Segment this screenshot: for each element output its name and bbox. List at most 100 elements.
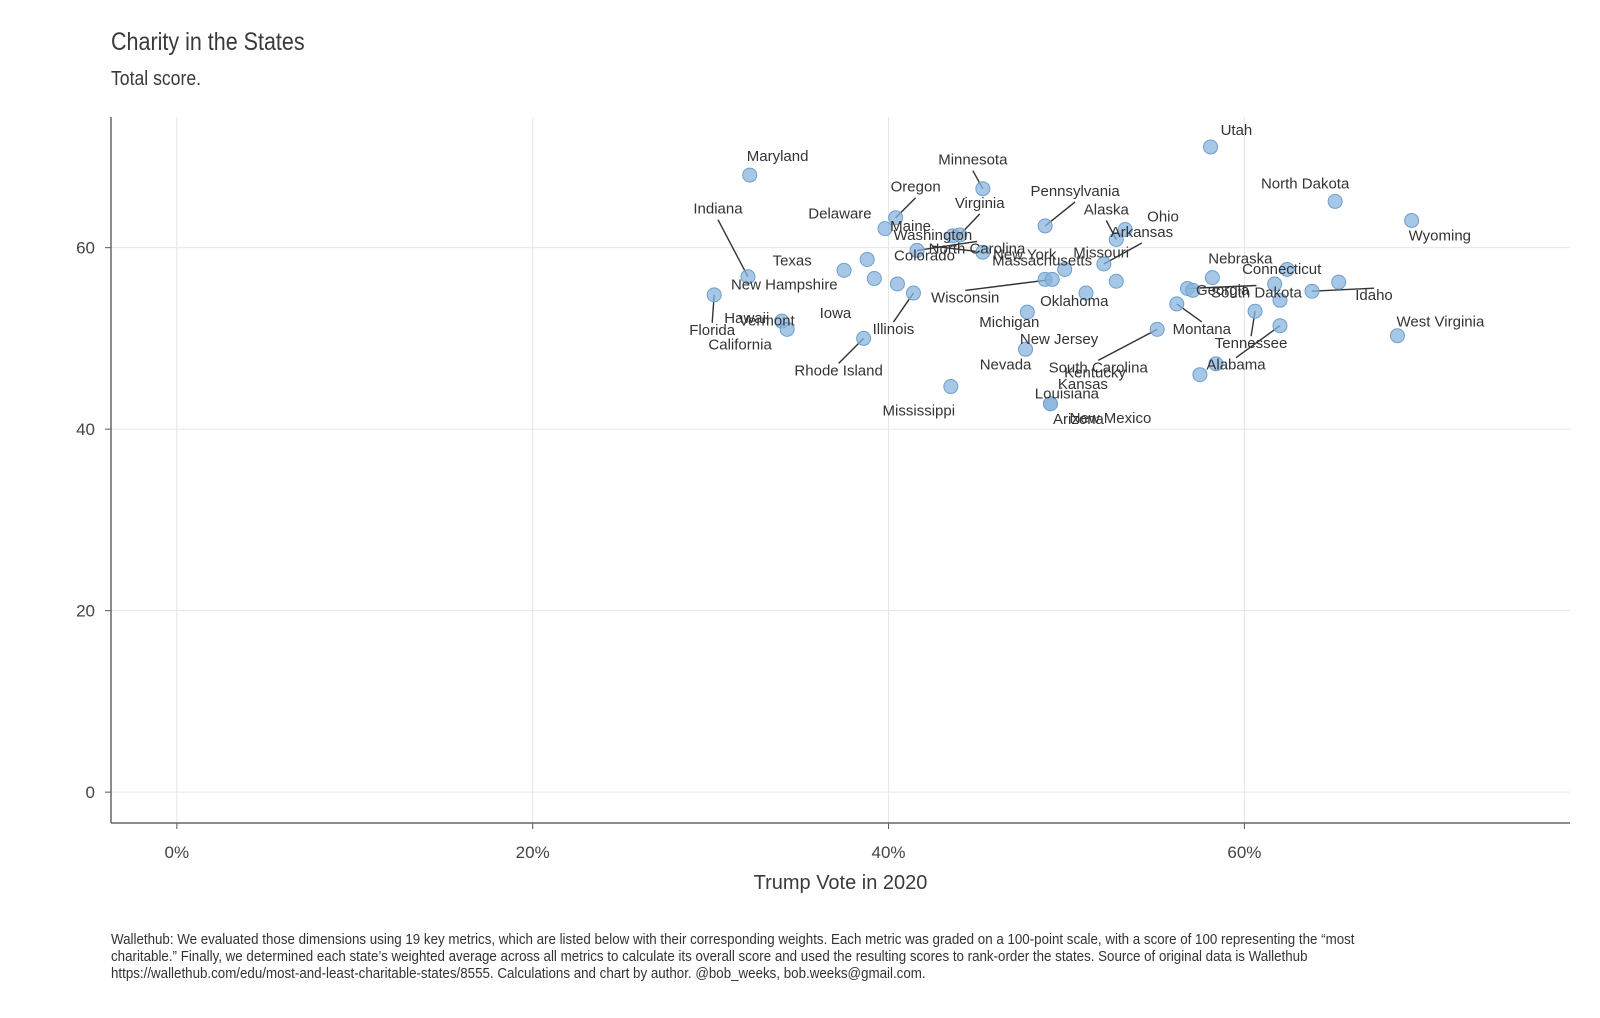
- point-vermont: [1185, 282, 1201, 298]
- label-indiana: Indiana: [693, 201, 743, 218]
- chart-caption: Wallethub: We evaluated those dimensions…: [111, 932, 1355, 982]
- label-oklahoma: Oklahoma: [1040, 293, 1109, 310]
- label-hawaii: Hawaii: [724, 310, 769, 327]
- label-connecticut: Connecticut: [1242, 261, 1322, 278]
- point-oklahoma: [1108, 273, 1124, 289]
- label-iowa: Iowa: [820, 305, 852, 322]
- point-washington: [975, 244, 991, 260]
- x-axis-title: Trump Vote in 2020: [754, 872, 928, 894]
- point-kansas: [1208, 356, 1224, 372]
- label-washington: Washington: [894, 227, 973, 244]
- point-wyoming: [1404, 212, 1420, 228]
- x-tick-label: 60%: [1227, 843, 1261, 862]
- label-nebraska: Nebraska: [1208, 251, 1273, 268]
- label-delaware: Delaware: [808, 206, 871, 223]
- label-montana: Montana: [1173, 321, 1232, 338]
- label-maryland: Maryland: [747, 148, 809, 165]
- label-south-carolina: South Carolina: [1049, 359, 1149, 376]
- label-arkansas: Arkansas: [1111, 224, 1174, 241]
- label-wyoming: Wyoming: [1409, 227, 1471, 244]
- data-points: [706, 139, 1420, 412]
- point-massachusetts: [1279, 261, 1295, 277]
- label-illinois: Illinois: [873, 321, 915, 338]
- point-maine: [945, 228, 961, 244]
- point-kentucky: [1272, 292, 1288, 308]
- label-south-dakota: South Dakota: [1211, 285, 1303, 302]
- point-utah: [1203, 139, 1219, 155]
- leader-washington: [932, 245, 983, 253]
- x-tick-label: 20%: [516, 843, 550, 862]
- y-tick-label: 20: [76, 602, 95, 621]
- point-indiana: [740, 269, 756, 285]
- y-tick-label: 60: [76, 239, 95, 258]
- label-georgia: Georgia: [1196, 282, 1250, 299]
- label-tennessee: Tennessee: [1215, 335, 1288, 352]
- label-maine: Maine: [890, 218, 931, 235]
- point-colorado: [836, 262, 852, 278]
- label-california: California: [708, 336, 772, 353]
- label-vermont: Vermont: [739, 312, 796, 329]
- point-delaware: [877, 221, 893, 237]
- label-north-carolina: North Carolina: [929, 240, 1026, 257]
- point-montana: [1169, 296, 1185, 312]
- point-north-carolina: [909, 242, 925, 258]
- point-arizona: [1042, 396, 1058, 412]
- x-tick-label: 40%: [872, 843, 906, 862]
- leader-north-carolina: [916, 240, 978, 252]
- label-minnesota: Minnesota: [938, 152, 1008, 169]
- label-utah: Utah: [1221, 122, 1253, 139]
- point-south-carolina: [1149, 321, 1165, 337]
- y-tick-label: 40: [76, 420, 95, 439]
- point-pennsylvania: [1037, 218, 1053, 234]
- label-massachusetts: Massachusetts: [992, 252, 1092, 269]
- point-california: [779, 321, 795, 337]
- chart-title: Charity in the States: [111, 28, 305, 56]
- leader-indiana: [717, 219, 749, 278]
- label-pennsylvania: Pennsylvania: [1030, 183, 1120, 200]
- point-alaska: [1108, 232, 1124, 248]
- point-illinois: [905, 285, 921, 301]
- point-arkansas: [1096, 256, 1112, 272]
- label-louisiana: Louisiana: [1035, 386, 1100, 403]
- point-georgia: [1267, 276, 1283, 292]
- label-idaho: Idaho: [1355, 287, 1393, 304]
- label-ohio: Ohio: [1147, 209, 1179, 226]
- point-tennessee: [1247, 303, 1263, 319]
- label-new-mexico: New Mexico: [1070, 410, 1152, 427]
- point-oregon: [888, 210, 904, 226]
- label-new-jersey: New Jersey: [1020, 331, 1099, 348]
- point-minnesota: [975, 181, 991, 197]
- label-arizona: Arizona: [1053, 411, 1105, 428]
- y-tick-label: 0: [86, 783, 95, 802]
- label-kansas: Kansas: [1058, 376, 1108, 393]
- label-west-virginia: West Virginia: [1396, 314, 1484, 331]
- label-rhode-island: Rhode Island: [794, 362, 882, 379]
- point-maryland: [742, 167, 758, 183]
- label-north-dakota: North Dakota: [1261, 175, 1350, 192]
- label-missouri: Missouri: [1073, 244, 1129, 261]
- point-mississippi: [943, 379, 959, 395]
- label-florida: Florida: [689, 322, 736, 339]
- point-north-dakota: [1327, 193, 1343, 209]
- label-colorado: Colorado: [894, 247, 955, 264]
- point-west-virginia: [1389, 328, 1405, 344]
- point-idaho: [1304, 283, 1320, 299]
- label-wisconsin: Wisconsin: [931, 289, 999, 306]
- point-nevada: [1018, 341, 1034, 357]
- label-new-york: New York: [993, 246, 1057, 263]
- point-alabama: [1272, 318, 1288, 334]
- x-tick-label: 0%: [165, 843, 190, 862]
- point-ohio: [1117, 222, 1133, 238]
- point-iowa: [889, 276, 905, 292]
- label-nevada: Nevada: [980, 356, 1032, 373]
- point-connecticut: [1331, 274, 1347, 290]
- gridlines: [111, 117, 1570, 823]
- label-alaska: Alaska: [1084, 202, 1130, 219]
- point-new-jersey: [1078, 285, 1094, 301]
- point-florida: [706, 287, 722, 303]
- point-texas: [859, 251, 875, 267]
- label-alabama: Alabama: [1206, 357, 1266, 374]
- point-rhode-island: [856, 330, 872, 346]
- point-louisiana: [1192, 367, 1208, 383]
